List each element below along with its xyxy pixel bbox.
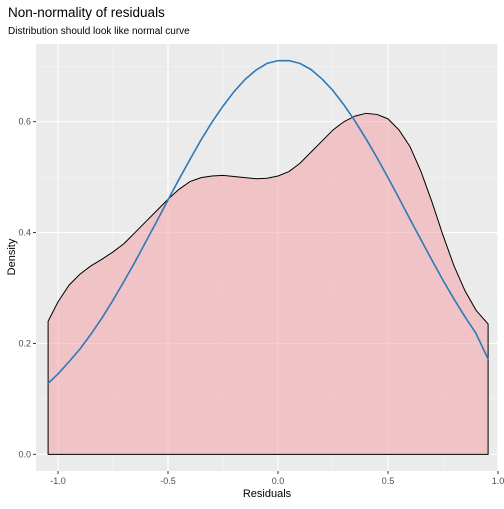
y-tick-label: 0.6 xyxy=(18,117,31,127)
x-tick-label: -1.0 xyxy=(50,476,66,486)
x-tick-label: 0.5 xyxy=(382,476,395,486)
y-tick-label: 0.4 xyxy=(18,228,31,238)
x-axis-label: Residuals xyxy=(243,488,292,500)
x-axis: -1.0 -0.5 0.0 0.5 1.0 xyxy=(50,471,504,486)
y-tick-label: 0.0 xyxy=(18,449,31,459)
x-tick-label: -0.5 xyxy=(160,476,176,486)
normal-curve-line xyxy=(47,59,489,385)
y-axis-label: Density xyxy=(6,238,18,275)
density-area xyxy=(47,112,489,455)
x-tick-label: 1.0 xyxy=(492,476,504,486)
x-tick-label: 0.0 xyxy=(272,476,285,486)
series-layer xyxy=(47,59,489,455)
y-axis: 0.0 0.2 0.4 0.6 xyxy=(18,117,36,459)
chart-title: Non-normality of residuals xyxy=(8,5,165,20)
y-tick-label: 0.2 xyxy=(18,338,31,348)
chart-subtitle: Distribution should look like normal cur… xyxy=(8,26,190,37)
